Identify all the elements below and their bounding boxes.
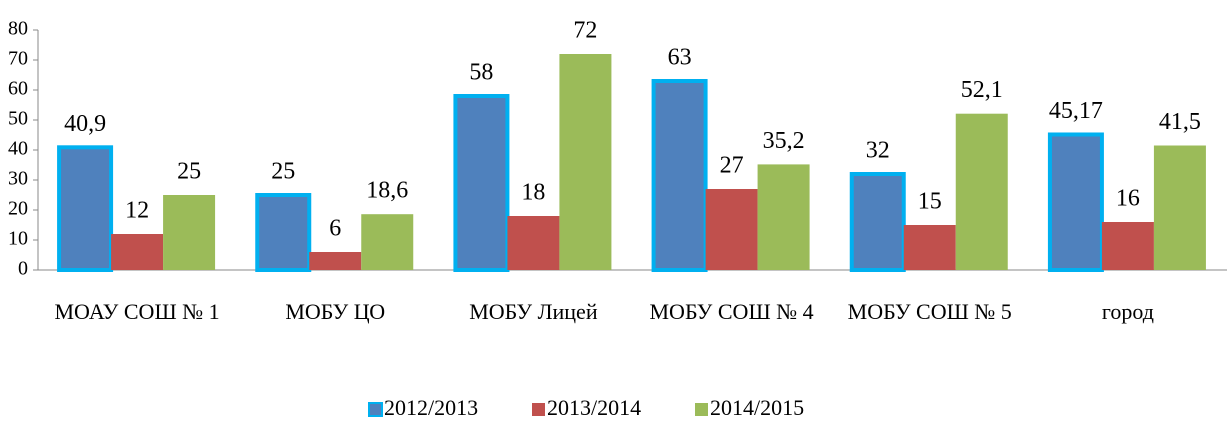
bar xyxy=(955,113,1008,270)
data-label: 15 xyxy=(918,189,942,215)
data-label: 16 xyxy=(1116,186,1140,212)
data-label: 12 xyxy=(125,198,149,224)
legend-label: 2012/2013 xyxy=(384,395,478,420)
y-tick-label: 20 xyxy=(8,198,28,220)
bar xyxy=(361,214,414,270)
data-label: 58 xyxy=(469,60,493,86)
bar xyxy=(309,252,362,270)
legend-label: 2014/2015 xyxy=(710,395,804,420)
y-tick-label: 30 xyxy=(8,168,28,190)
bar xyxy=(1153,145,1206,270)
data-label: 18,6 xyxy=(366,178,408,204)
y-tick-label: 60 xyxy=(8,78,28,100)
bar xyxy=(453,94,510,272)
legend-swatch xyxy=(532,403,545,416)
data-label: 63 xyxy=(668,45,692,71)
data-label: 52,1 xyxy=(961,77,1003,103)
data-label: 41,5 xyxy=(1159,109,1201,135)
data-label: 25 xyxy=(177,159,201,185)
x-tick-label: город xyxy=(1101,299,1154,324)
y-tick-label: 70 xyxy=(8,48,28,70)
bar xyxy=(1101,222,1154,270)
data-label: 32 xyxy=(866,138,890,164)
x-tick-label: МОБУ СОШ № 5 xyxy=(847,299,1012,324)
data-label: 27 xyxy=(720,153,744,179)
bar xyxy=(255,193,312,272)
data-label: 6 xyxy=(329,216,341,242)
bar xyxy=(507,216,560,270)
x-tick-label: МОБУ ЦО xyxy=(285,299,386,324)
y-tick-label: 50 xyxy=(8,108,28,130)
x-tick-label: МОБУ Лицей xyxy=(469,299,598,324)
data-label: 25 xyxy=(271,159,295,185)
legend-swatch xyxy=(695,403,708,416)
bar xyxy=(705,189,758,270)
data-label: 35,2 xyxy=(763,128,805,154)
y-tick-label: 0 xyxy=(18,258,28,280)
bar xyxy=(1047,132,1104,272)
bar xyxy=(757,164,810,270)
y-tick-label: 10 xyxy=(8,228,28,250)
data-label: 72 xyxy=(573,18,597,44)
bar xyxy=(163,195,216,270)
bar xyxy=(111,234,164,270)
bar xyxy=(57,145,114,272)
legend-label: 2013/2014 xyxy=(547,395,641,420)
x-tick-label: МОАУ СОШ № 1 xyxy=(54,299,220,324)
bar xyxy=(903,225,956,270)
y-tick-label: 80 xyxy=(8,18,28,40)
y-tick-label: 40 xyxy=(8,138,28,160)
bar xyxy=(559,54,612,270)
data-label: 45,17 xyxy=(1049,98,1103,124)
bar xyxy=(651,79,708,272)
legend-swatch xyxy=(368,402,383,417)
bar xyxy=(849,172,906,272)
data-label: 18 xyxy=(521,180,545,206)
x-tick-label: МОБУ СОШ № 4 xyxy=(649,299,814,324)
data-label: 40,9 xyxy=(64,111,106,137)
